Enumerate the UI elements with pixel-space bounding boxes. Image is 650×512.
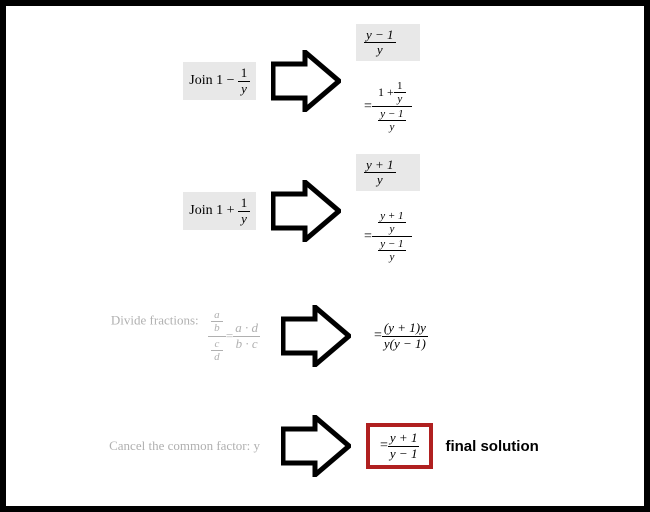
step4-left: Cancel the common factor: y xyxy=(6,434,276,458)
step1-top-expr: y − 1 y xyxy=(356,24,420,62)
step2-right: y + 1 y = y + 1 y xyxy=(346,154,420,269)
step3-label: Divide fractions: a b xyxy=(105,304,266,367)
arrow-right-icon xyxy=(281,415,351,477)
step3-lhs: a b c d xyxy=(208,308,226,363)
step1-right: y − 1 y = 1 + 1 y xyxy=(346,24,420,139)
step2-label: Join 1 + 1 y xyxy=(183,192,256,230)
step-row-1: Join 1 − 1 y y − 1 y xyxy=(6,26,644,136)
step4-arrow-col xyxy=(276,415,356,477)
step1-nested-frac: 1 + 1 y y − 1 y xyxy=(372,79,412,134)
step1-label-prefix: Join 1 − xyxy=(189,73,238,88)
step3-right: = (y + 1)y y(y − 1) xyxy=(356,317,436,355)
step2-label-frac: 1 y xyxy=(238,196,250,226)
arrow-right-icon xyxy=(271,50,341,112)
step1-bottom-expr: = 1 + 1 y xyxy=(356,75,420,138)
step2-top-frac: y + 1 y xyxy=(364,158,396,188)
final-frac: y + 1 y − 1 xyxy=(388,431,420,461)
step2-nested-frac: y + 1 y y − 1 y xyxy=(372,209,412,264)
step3-rhs: a · d b · c xyxy=(233,321,260,351)
final-result: = y + 1 y − 1 xyxy=(366,423,433,469)
step4-right: = y + 1 y − 1 final solution xyxy=(356,423,539,469)
step2-left: Join 1 + 1 y xyxy=(6,192,266,230)
step3-left: Divide fractions: a b xyxy=(6,304,276,367)
step3-arrow-col xyxy=(276,305,356,367)
step2-label-prefix: Join 1 + xyxy=(189,203,238,218)
step1-top-frac: y − 1 y xyxy=(364,28,396,58)
step1-arrow-col xyxy=(266,50,346,112)
step2-top-expr: y + 1 y xyxy=(356,154,420,192)
step3-expr: = (y + 1)y y(y − 1) xyxy=(366,317,436,355)
step-row-2: Join 1 + 1 y y + 1 y xyxy=(6,156,644,266)
step-row-4: Cancel the common factor: y = y + 1 y − … xyxy=(6,406,644,486)
step1-left: Join 1 − 1 y xyxy=(6,62,266,100)
step4-label: Cancel the common factor: y xyxy=(103,434,266,458)
step2-bottom-expr: = y + 1 y y − 1 y xyxy=(356,205,420,268)
arrow-right-icon xyxy=(271,180,341,242)
step-row-3: Divide fractions: a b xyxy=(6,296,644,376)
arrow-right-icon xyxy=(281,305,351,367)
step1-label-frac: 1 y xyxy=(238,66,250,96)
outer-frame: Join 1 − 1 y y − 1 y xyxy=(0,0,650,512)
step2-arrow-col xyxy=(266,180,346,242)
step3-frac: (y + 1)y y(y − 1) xyxy=(382,321,428,351)
final-solution-label: final solution xyxy=(445,438,538,455)
step1-label: Join 1 − 1 y xyxy=(183,62,256,100)
